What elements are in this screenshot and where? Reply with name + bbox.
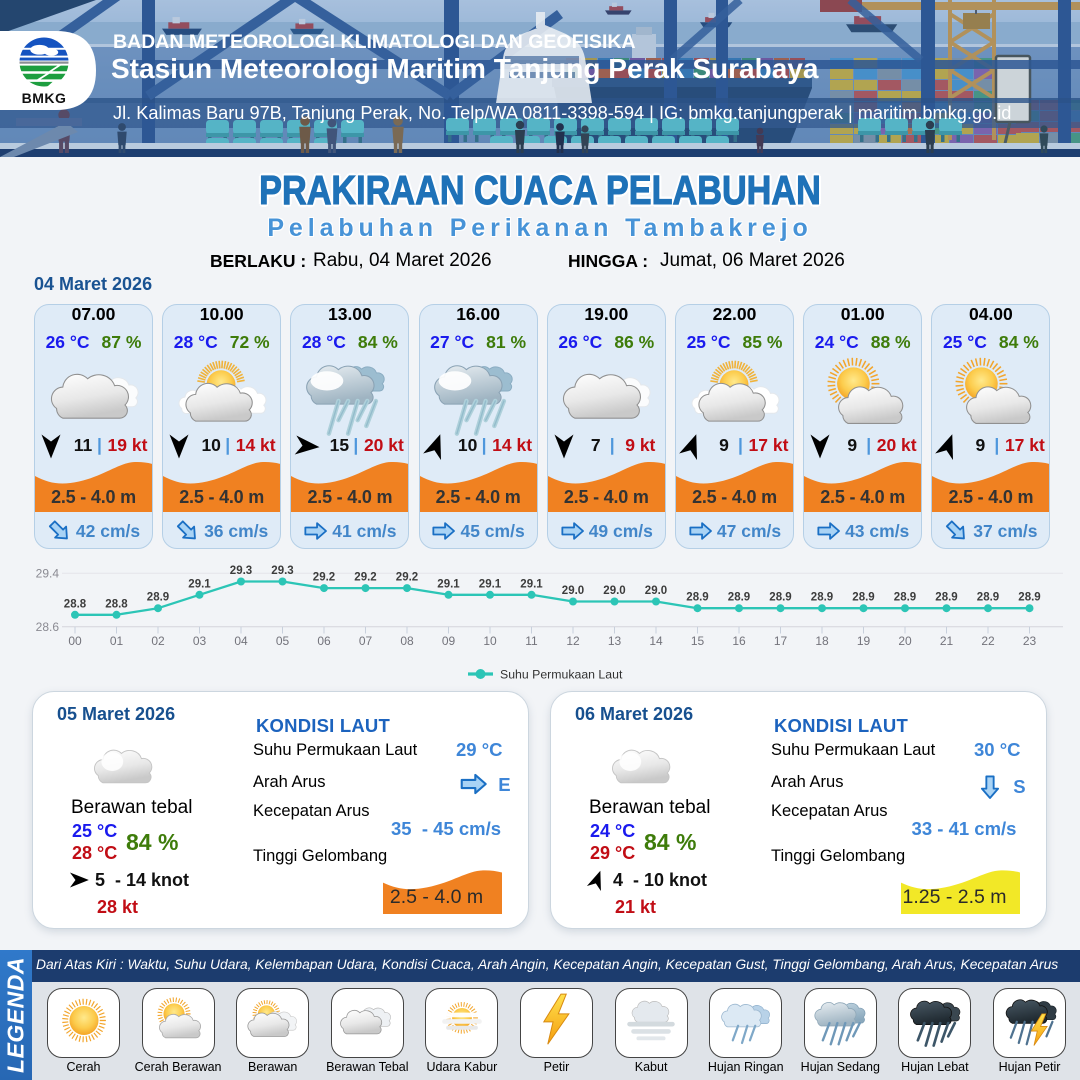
svg-text:29.0: 29.0 — [562, 585, 584, 597]
svg-text:28.8: 28.8 — [105, 598, 128, 610]
svg-text:29.1: 29.1 — [188, 578, 211, 590]
svg-text:21: 21 — [940, 634, 954, 648]
svg-text:08: 08 — [400, 634, 414, 648]
svg-text:29.0: 29.0 — [603, 585, 625, 597]
svg-text:02: 02 — [151, 634, 165, 648]
svg-text:07: 07 — [359, 634, 373, 648]
svg-text:28.9: 28.9 — [811, 592, 833, 604]
svg-text:23: 23 — [1023, 634, 1037, 648]
svg-text:29.0: 29.0 — [645, 585, 667, 597]
svg-text:28.9: 28.9 — [686, 592, 708, 604]
svg-text:15: 15 — [691, 634, 705, 648]
svg-text:29.2: 29.2 — [396, 572, 418, 584]
svg-text:29.3: 29.3 — [271, 565, 293, 577]
svg-text:09: 09 — [442, 634, 456, 648]
svg-text:14: 14 — [649, 634, 663, 648]
svg-text:28.9: 28.9 — [1018, 592, 1040, 604]
svg-text:28.9: 28.9 — [935, 592, 957, 604]
svg-text:BMKG: BMKG — [22, 90, 67, 106]
svg-text:19: 19 — [857, 634, 871, 648]
svg-text:29.1: 29.1 — [479, 578, 502, 590]
svg-text:22: 22 — [981, 634, 995, 648]
svg-text:28.9: 28.9 — [894, 592, 916, 604]
svg-text:29.1: 29.1 — [437, 578, 460, 590]
svg-text:29.1: 29.1 — [520, 578, 543, 590]
svg-text:Suhu Permukaan Laut: Suhu Permukaan Laut — [500, 668, 623, 682]
svg-text:04: 04 — [234, 634, 248, 648]
svg-text:28.9: 28.9 — [728, 592, 750, 604]
svg-text:03: 03 — [193, 634, 207, 648]
svg-text:12: 12 — [566, 634, 580, 648]
svg-text:13: 13 — [608, 634, 622, 648]
svg-text:28.9: 28.9 — [977, 592, 999, 604]
svg-text:05: 05 — [276, 634, 290, 648]
svg-text:20: 20 — [898, 634, 912, 648]
svg-text:11: 11 — [525, 634, 538, 648]
svg-text:18: 18 — [815, 634, 829, 648]
svg-text:29.3: 29.3 — [230, 565, 252, 577]
svg-text:00: 00 — [68, 634, 82, 648]
svg-text:28.9: 28.9 — [147, 592, 169, 604]
svg-text:28.8: 28.8 — [64, 598, 87, 610]
svg-text:28.6: 28.6 — [36, 620, 60, 634]
svg-text:10: 10 — [483, 634, 497, 648]
svg-text:06: 06 — [317, 634, 331, 648]
svg-text:28.9: 28.9 — [769, 592, 791, 604]
svg-text:29.2: 29.2 — [354, 572, 376, 584]
svg-text:29.4: 29.4 — [36, 567, 60, 581]
svg-text:28.9: 28.9 — [852, 592, 874, 604]
svg-text:17: 17 — [774, 634, 788, 648]
svg-text:01: 01 — [110, 634, 124, 648]
svg-text:29.2: 29.2 — [313, 572, 335, 584]
svg-text:16: 16 — [732, 634, 746, 648]
